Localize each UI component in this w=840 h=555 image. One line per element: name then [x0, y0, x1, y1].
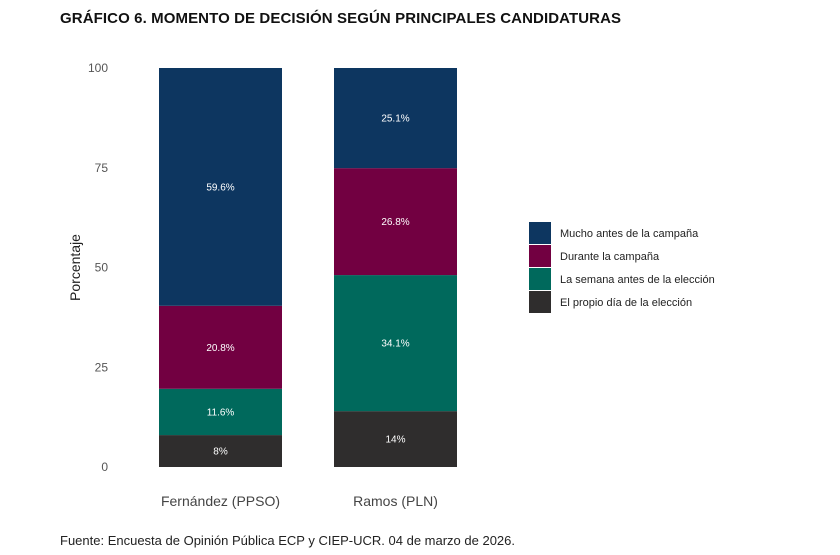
data-label-0-3: 59.6% [206, 182, 234, 193]
legend-label-0: Mucho antes de la campaña [560, 228, 699, 240]
bar-segment-1-2 [334, 168, 457, 276]
legend-label-1: Durante la campaña [560, 251, 660, 263]
data-label-0-2: 20.8% [206, 343, 234, 354]
legend-label-3: El propio día de la elección [560, 297, 692, 309]
bar-segment-1-0 [334, 411, 457, 467]
data-label-1-0: 14% [385, 435, 405, 446]
legend-swatch-2 [529, 268, 551, 290]
data-label-1-1: 34.1% [381, 339, 409, 350]
legend-swatch-1 [529, 245, 551, 267]
source-note: Fuente: Encuesta de Opinión Pública ECP … [60, 533, 516, 548]
y-tick-label-2: 50 [95, 261, 109, 275]
bar-segment-0-1 [159, 388, 282, 436]
bar-segment-1-3 [334, 68, 457, 169]
chart-title: GRÁFICO 6. MOMENTO DE DECISIÓN SEGÚN PRI… [60, 10, 622, 27]
y-tick-label-3: 75 [95, 161, 109, 175]
y-tick-label-4: 100 [88, 61, 108, 75]
data-label-1-3: 25.1% [381, 114, 409, 125]
bar-segment-0-2 [159, 305, 282, 389]
y-tick-label-1: 25 [95, 360, 109, 374]
bar-segment-0-0 [159, 435, 282, 467]
data-label-0-0: 8% [213, 447, 228, 458]
x-tick-label-1: Ramos (PLN) [353, 493, 438, 509]
data-label-0-1: 11.6% [207, 407, 235, 418]
x-tick-label-0: Fernández (PPSO) [161, 493, 280, 509]
legend-swatch-0 [529, 222, 551, 244]
bar-segment-0-3 [159, 68, 282, 306]
y-tick-label-0: 0 [101, 460, 108, 474]
bar-segment-1-1 [334, 275, 457, 412]
legend-label-2: La semana antes de la elección [560, 274, 715, 286]
y-axis-label: Porcentaje [67, 234, 83, 301]
legend-swatch-3 [529, 291, 551, 313]
data-label-1-2: 26.8% [381, 217, 409, 228]
